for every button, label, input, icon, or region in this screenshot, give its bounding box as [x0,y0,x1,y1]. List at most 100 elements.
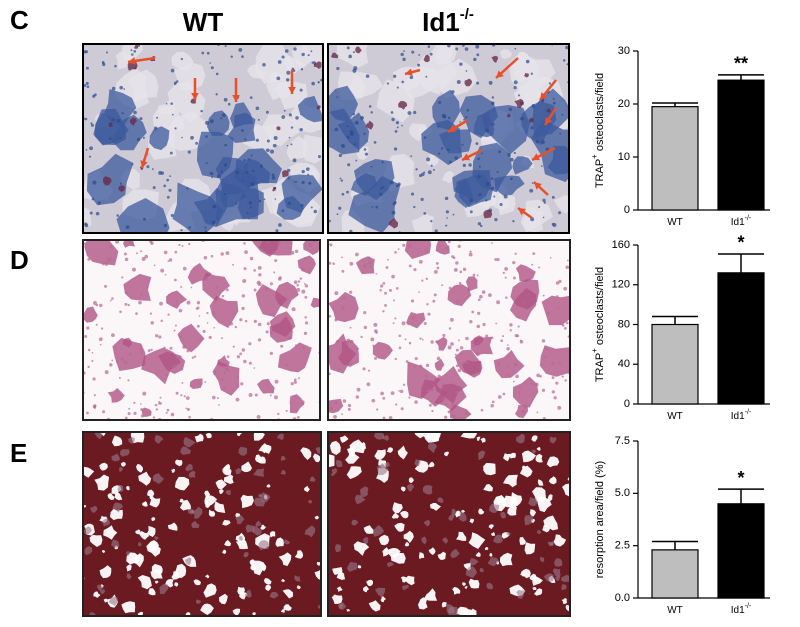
texture [386,447,393,453]
texture [111,359,114,362]
texture [109,299,112,302]
texture [389,180,394,185]
texture [458,281,462,285]
texture [174,563,187,578]
texture [126,551,130,556]
texture [493,534,503,544]
texture [469,210,473,214]
x-tick-label-text: Id1 [731,217,745,228]
texture [546,456,560,468]
texture [371,205,374,208]
texture [542,525,551,533]
texture [514,51,530,68]
texture [565,604,570,612]
texture [397,445,408,460]
texture [271,175,276,180]
texture [519,537,526,545]
texture [435,261,439,265]
texture [477,222,482,226]
texture [284,49,289,53]
texture [232,263,235,266]
texture [398,101,408,110]
texture [400,576,408,583]
x-tick-label-text: Id1 [731,605,745,616]
texture [208,335,212,340]
texture [464,47,469,51]
texture [293,280,298,284]
texture [535,453,543,463]
texture [165,411,168,414]
texture [334,400,339,405]
texture [523,300,526,304]
panel-label: C [10,5,29,35]
texture [243,359,247,364]
texture [437,125,440,128]
texture [347,363,352,367]
texture [441,602,447,608]
texture [139,403,142,405]
texture [241,461,252,473]
texture [487,557,499,567]
texture [375,331,378,334]
texture [459,346,464,350]
texture [272,143,277,148]
texture [238,535,243,541]
texture [430,219,433,223]
texture [529,188,534,193]
texture [269,331,273,335]
texture [531,263,534,266]
bar [717,272,765,405]
texture [174,250,178,254]
y-tick-label: 5.0 [615,487,630,499]
texture [128,69,159,102]
micrograph-content [83,240,320,420]
texture [206,322,209,324]
texture [488,524,494,530]
texture [485,334,489,338]
texture [308,242,313,247]
texture [235,170,239,174]
texture [297,95,323,123]
texture [424,249,428,253]
texture [169,346,173,350]
texture [295,344,298,347]
bar [651,323,699,405]
texture [464,586,468,589]
texture [510,157,514,162]
texture [441,147,444,150]
texture [341,192,345,196]
texture [454,353,457,356]
texture [368,369,371,372]
texture [154,580,159,584]
texture [441,170,454,184]
texture [187,150,191,154]
x-tick-label: Id1-/- [731,409,752,422]
texture [405,575,415,586]
texture [307,173,310,176]
texture [473,335,484,346]
texture [283,539,291,545]
texture [171,51,194,72]
texture [301,289,306,294]
texture [191,356,194,359]
texture [167,260,170,262]
texture [482,322,486,327]
texture [423,136,427,139]
texture [517,316,520,319]
texture [488,80,493,85]
texture [205,120,210,125]
texture [281,579,286,583]
texture [512,261,516,265]
texture [330,52,339,59]
texture [466,109,470,112]
texture [507,365,510,368]
texture [514,98,524,109]
texture [434,383,467,412]
micrograph [327,43,570,234]
texture [140,293,143,296]
texture [87,348,91,352]
texture [547,145,569,175]
texture [385,266,389,269]
texture [165,102,168,105]
texture [400,511,409,519]
